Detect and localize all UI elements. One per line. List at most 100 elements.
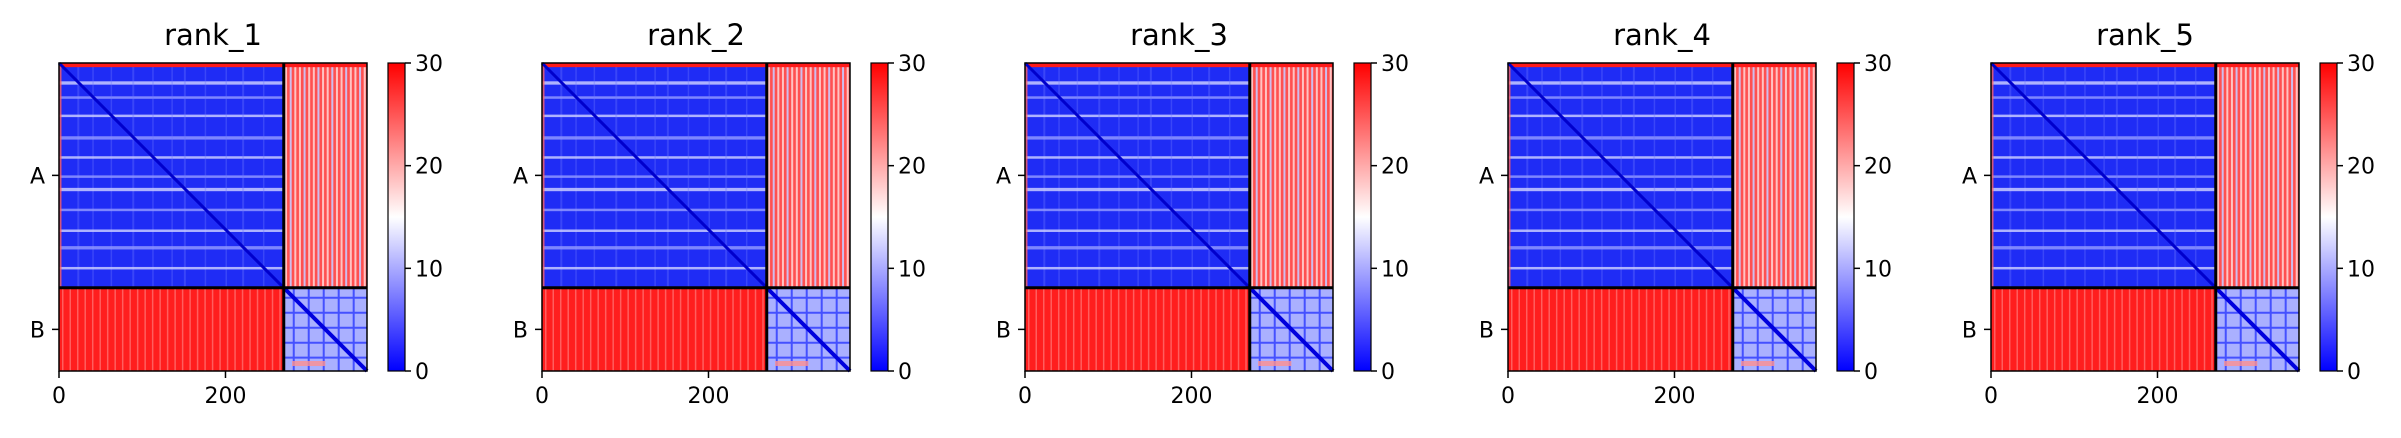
aa-stripe-h: [542, 187, 767, 192]
aa-stripe-h: [1991, 187, 2216, 192]
aa-stripe-h: [1991, 96, 2216, 99]
heatmap-panel-5: rank_5 0 200 A B 0 10 20 30: [1962, 18, 2375, 409]
aa-top-edge: [542, 63, 767, 68]
x-tick-label: 0: [1018, 384, 1032, 409]
aa-stripe-h: [542, 229, 767, 232]
aa-stripe-h: [59, 156, 284, 159]
block-a-b: [766, 63, 850, 288]
aa-top-edge: [1025, 63, 1250, 68]
aa-stripe-h: [1991, 156, 2216, 159]
x-tick-label: 0: [1501, 384, 1515, 409]
aa-stripe-v: [225, 63, 227, 288]
bb-diagonal: [2214, 286, 2301, 373]
y-tick-label-b: B: [1479, 318, 1494, 343]
axes-frame: [1024, 62, 1334, 372]
y-tick-label-b: B: [1962, 318, 1977, 343]
aa-stripe-h: [59, 208, 284, 212]
aa-top-edge: [1991, 63, 2216, 68]
aa-stripe-v: [2194, 63, 2197, 288]
aa-stripe-h: [1025, 96, 1250, 99]
colorbar: [1836, 62, 1855, 372]
x-tick-label: 200: [687, 384, 729, 409]
panel-title: rank_5: [2096, 18, 2194, 52]
bb-spot: [292, 361, 326, 367]
panel-title: rank_4: [1613, 18, 1711, 52]
aa-stripe-v: [725, 63, 728, 288]
aa-stripe-v: [1691, 63, 1694, 288]
aa-stripe-h: [1991, 136, 2216, 140]
colorbar-tick-label: 0: [1864, 360, 1878, 385]
heatmap-panel-2: rank_2 0 200 A B 0 10 20 30: [513, 18, 926, 409]
panel-title: rank_2: [647, 18, 745, 52]
aa-stripe-v: [242, 63, 245, 288]
aa-stripe-h: [1991, 266, 2216, 270]
aa-stripe-h: [1508, 96, 1733, 99]
aa-diagonal: [1506, 61, 1734, 289]
bb-diagonal: [765, 286, 852, 373]
aa-stripe-h: [542, 114, 767, 118]
axes-frame: [1507, 62, 1817, 372]
aa-stripe-h: [1508, 187, 1733, 192]
aa-stripe-h: [59, 229, 284, 232]
aa-stripe-v: [1674, 63, 1676, 288]
block-a-b: [283, 63, 367, 288]
aa-stripe-v: [2115, 63, 2118, 288]
colorbar-tick-label: 0: [2347, 360, 2361, 385]
aa-stripe-h: [542, 136, 767, 140]
aa-stripe-v: [2174, 63, 2177, 288]
block-a-b: [2215, 63, 2299, 288]
block-b-a: [542, 287, 767, 371]
block-b-a: [1508, 287, 1733, 371]
aa-top-edge: [1508, 63, 1733, 68]
bb-spot: [1741, 361, 1775, 367]
aa-stripe-h: [1025, 187, 1250, 192]
axes-frame: [58, 62, 368, 372]
aa-stripe-h: [1508, 208, 1733, 212]
aa-stripe-h: [1508, 136, 1733, 140]
bb-spot: [1258, 361, 1292, 367]
aa-stripe-v: [183, 63, 186, 288]
aa-top-edge: [59, 63, 284, 68]
aa-left-edge: [1508, 63, 1511, 288]
colorbar-tick-label: 20: [1381, 155, 1409, 180]
aa-stripe-h: [59, 114, 284, 118]
colorbar-tick-label: 0: [415, 360, 429, 385]
aa-stripe-v: [1170, 63, 1173, 288]
aa-stripe-h: [542, 96, 767, 99]
colorbar-tick-label: 0: [1381, 360, 1395, 385]
aa-stripe-h: [1025, 114, 1250, 118]
bb-diagonal: [282, 286, 369, 373]
panel-title: rank_1: [164, 18, 262, 52]
aa-stripe-h: [1508, 266, 1733, 270]
ab-top-edge: [1249, 63, 1333, 68]
aa-stripe-h: [542, 208, 767, 212]
y-tick-label-a: A: [1962, 164, 1977, 189]
aa-stripe-h: [1508, 114, 1733, 118]
colorbar: [2319, 62, 2338, 372]
bb-spot: [775, 361, 809, 367]
heatmap-panel-3: rank_3 0 200 A B 0 10 20 30: [996, 18, 1409, 409]
aa-stripe-h: [59, 96, 284, 99]
colorbar-tick-label: 30: [415, 52, 443, 77]
aa-stripe-h: [1991, 246, 2216, 250]
aa-stripe-h: [1508, 156, 1733, 159]
panel-title: rank_3: [1130, 18, 1228, 52]
aa-stripe-v: [708, 63, 710, 288]
aa-left-edge: [1025, 63, 1028, 288]
ab-top-edge: [283, 63, 367, 68]
x-tick-label: 0: [1984, 384, 1998, 409]
aa-stripe-h: [1025, 81, 1250, 85]
aa-diagonal: [540, 61, 768, 289]
aa-stripe-h: [542, 246, 767, 250]
aa-stripe-h: [1508, 229, 1733, 232]
y-tick-label-b: B: [996, 318, 1011, 343]
aa-stripe-h: [1025, 246, 1250, 250]
aa-stripe-h: [1025, 266, 1250, 270]
y-tick-label-a: A: [513, 164, 528, 189]
aa-stripe-h: [59, 266, 284, 270]
aa-stripe-v: [1149, 63, 1152, 288]
colorbar-tick-label: 0: [898, 360, 912, 385]
colorbar-tick-label: 20: [2347, 155, 2375, 180]
aa-stripe-v: [1653, 63, 1656, 288]
